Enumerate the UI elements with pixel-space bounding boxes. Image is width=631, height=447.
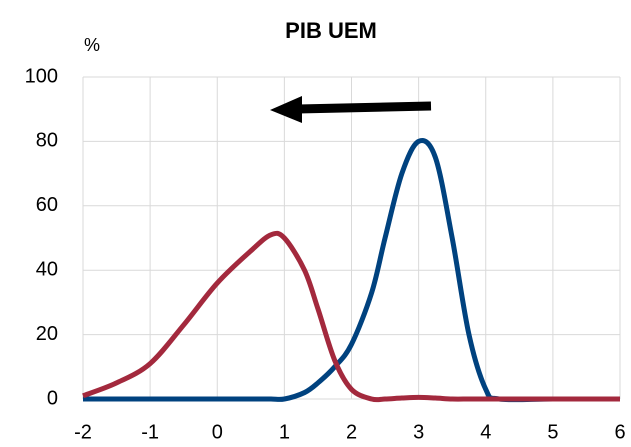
- x-tick-label: -2: [74, 421, 92, 443]
- y-tick-label: 100: [25, 65, 58, 87]
- y-tick-label: 20: [36, 323, 58, 345]
- y-tick-label: 60: [36, 194, 58, 216]
- arrow-shaft: [297, 101, 432, 114]
- y-tick-label: 0: [47, 387, 58, 409]
- x-tick-label: -1: [141, 421, 159, 443]
- x-tick-label: 5: [547, 421, 558, 443]
- x-tick-label: 1: [279, 421, 290, 443]
- line: [82, 230, 620, 403]
- arrow-head: [270, 96, 302, 123]
- x-tick-label: 2: [346, 421, 357, 443]
- x-tick-label: 4: [480, 421, 491, 443]
- arrow: [270, 96, 432, 123]
- line: [82, 138, 620, 403]
- x-tick-label: 3: [413, 421, 424, 443]
- y-axis-label: %: [84, 35, 100, 55]
- chart-title: PIB UEM: [285, 18, 377, 43]
- x-tick-label: 6: [614, 421, 625, 443]
- x-tick-label: 0: [212, 421, 223, 443]
- y-tick-label: 80: [36, 130, 58, 152]
- y-tick-label: 40: [36, 258, 58, 280]
